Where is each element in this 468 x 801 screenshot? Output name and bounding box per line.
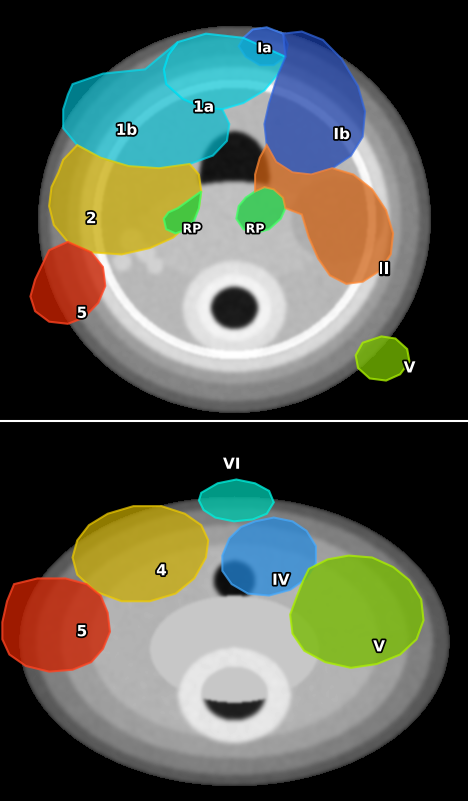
Text: RP: RP bbox=[183, 223, 201, 235]
Text: Ib: Ib bbox=[333, 127, 350, 142]
Text: II: II bbox=[378, 262, 389, 276]
Text: Ia: Ia bbox=[257, 42, 272, 55]
Polygon shape bbox=[290, 556, 424, 668]
Polygon shape bbox=[164, 191, 201, 233]
Polygon shape bbox=[2, 578, 110, 671]
Text: IV: IV bbox=[272, 573, 290, 588]
Polygon shape bbox=[222, 517, 316, 596]
Text: 1a: 1a bbox=[193, 100, 214, 115]
Polygon shape bbox=[239, 27, 288, 65]
Text: 2: 2 bbox=[86, 211, 96, 226]
Polygon shape bbox=[164, 34, 285, 109]
Polygon shape bbox=[264, 31, 365, 175]
Text: V: V bbox=[403, 360, 416, 376]
Text: 5: 5 bbox=[77, 306, 87, 320]
Polygon shape bbox=[236, 187, 285, 233]
Text: 4: 4 bbox=[156, 563, 167, 578]
Text: 1b: 1b bbox=[116, 123, 137, 138]
Text: V: V bbox=[373, 639, 385, 654]
Polygon shape bbox=[49, 145, 201, 255]
Text: VI: VI bbox=[223, 457, 241, 472]
Polygon shape bbox=[73, 506, 208, 602]
Text: 5: 5 bbox=[77, 624, 87, 639]
Polygon shape bbox=[255, 145, 393, 284]
Text: RP: RP bbox=[246, 223, 264, 235]
Polygon shape bbox=[199, 480, 274, 521]
Polygon shape bbox=[63, 42, 229, 168]
Polygon shape bbox=[30, 242, 105, 324]
Polygon shape bbox=[356, 336, 410, 380]
